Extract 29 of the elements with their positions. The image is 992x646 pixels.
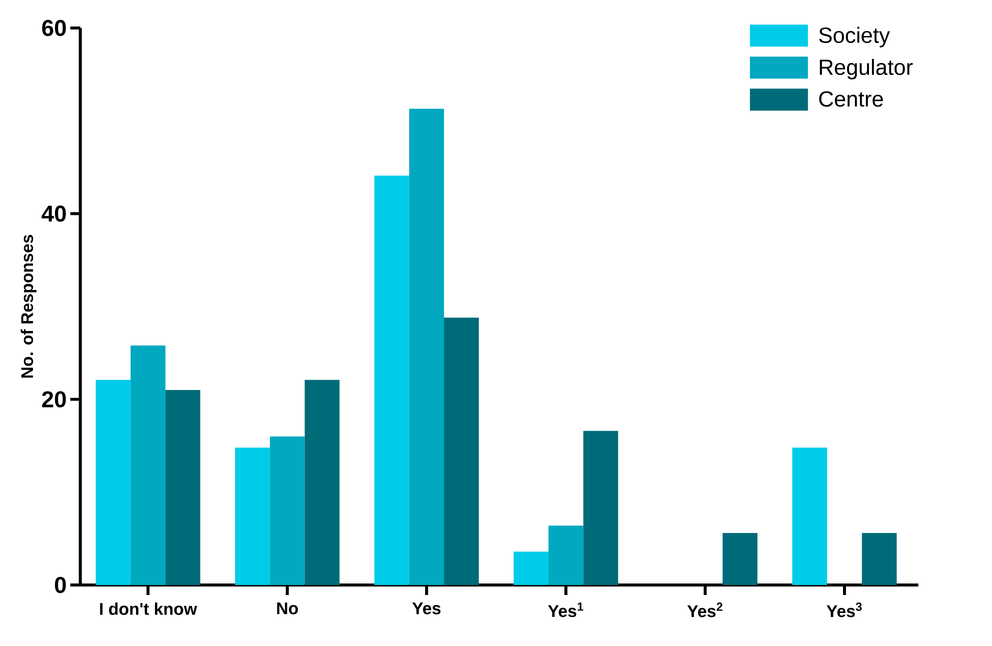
bar xyxy=(270,436,305,585)
y-tick-label: 20 xyxy=(42,391,66,408)
bar xyxy=(514,552,548,585)
bar xyxy=(235,448,270,585)
bar xyxy=(722,533,758,585)
bar xyxy=(130,345,166,585)
x-tick-label: No xyxy=(277,602,298,614)
bar xyxy=(374,176,410,585)
x-tick-label: Yes$^{3}$ xyxy=(826,602,862,618)
y-tick-label: 0 xyxy=(54,576,66,594)
y-tick-label: 60 xyxy=(42,20,66,36)
x-tick-label: Yes xyxy=(412,602,440,614)
bar xyxy=(583,430,618,585)
x-tick-label: Yes$^{1}$ xyxy=(548,602,584,618)
legend-label: Society xyxy=(819,26,890,48)
y-axis-title: No. of Responses xyxy=(20,234,36,378)
bar xyxy=(96,380,131,585)
x-tick-label: I don't know xyxy=(100,602,198,615)
bar xyxy=(862,533,897,585)
y-tick-label: 40 xyxy=(42,206,66,222)
bar xyxy=(444,318,479,585)
bar xyxy=(409,108,444,585)
bar xyxy=(548,526,584,585)
legend-label: Centre xyxy=(819,91,883,107)
bar xyxy=(304,380,340,585)
bar xyxy=(792,448,828,585)
x-tick-label: Yes$^{2}$ xyxy=(687,602,722,618)
legend-label: Regulator xyxy=(820,58,913,80)
bar xyxy=(165,390,200,585)
